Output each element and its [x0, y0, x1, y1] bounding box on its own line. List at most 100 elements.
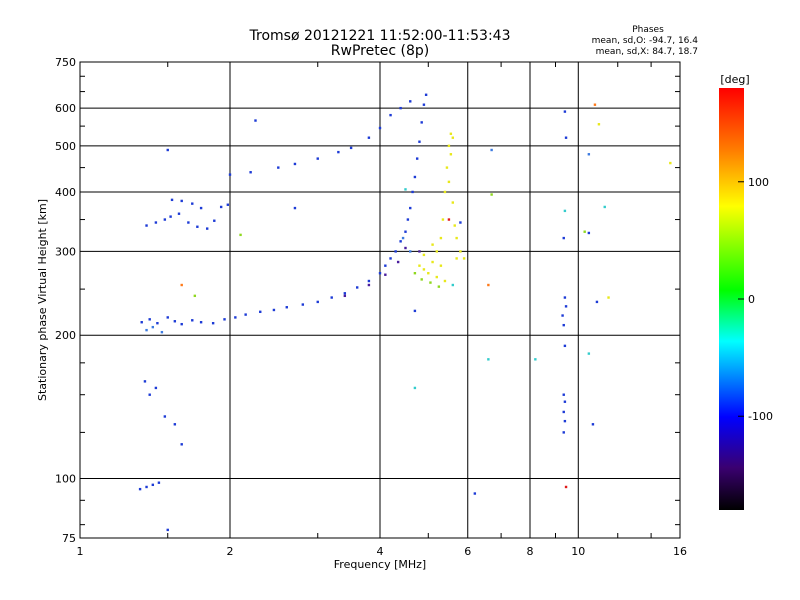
data-point [355, 286, 359, 289]
data-point [166, 528, 169, 532]
data-point [367, 283, 371, 287]
data-point [413, 272, 417, 275]
data-point [443, 279, 447, 283]
data-point [490, 148, 493, 152]
data-point [561, 314, 564, 317]
data-point [389, 113, 392, 117]
data-point [591, 423, 595, 426]
data-point [169, 215, 172, 218]
data-point [669, 161, 672, 165]
data-point [562, 431, 565, 434]
data-point [166, 316, 169, 319]
data-point [173, 423, 177, 426]
data-point [459, 250, 462, 253]
data-point [404, 188, 407, 191]
data-point [254, 119, 257, 122]
data-point [330, 296, 333, 299]
data-point [272, 308, 276, 312]
data-point [564, 305, 568, 308]
data-point [193, 294, 197, 298]
data-point [451, 201, 455, 204]
phase-header: Phases [632, 25, 664, 35]
data-point [420, 278, 423, 281]
data-point [420, 121, 423, 124]
data-point [418, 250, 421, 253]
data-point [234, 316, 237, 319]
data-point [163, 218, 167, 221]
data-point [406, 218, 410, 221]
data-point [409, 100, 412, 103]
data-point [367, 279, 371, 283]
data-point [187, 221, 190, 224]
data-point [145, 485, 148, 489]
data-point [145, 328, 148, 332]
data-point [564, 136, 568, 139]
data-point [180, 283, 183, 287]
data-point [427, 272, 430, 275]
x-axis-label: Frequency [MHz] [334, 558, 426, 571]
grid-lines [80, 62, 680, 538]
data-point [409, 250, 412, 253]
data-point [431, 243, 434, 246]
data-point [148, 318, 151, 321]
data-point [595, 300, 599, 304]
phase-o-stats: mean, sd,O: -94.7, 16.4 [592, 36, 699, 46]
data-point [443, 190, 447, 194]
data-point [597, 123, 601, 126]
data-point [563, 400, 567, 403]
data-point [563, 419, 567, 423]
data-point [180, 322, 183, 326]
data-point [378, 272, 382, 275]
data-point [563, 209, 567, 213]
plot-frame [79, 61, 681, 539]
data-point [449, 153, 453, 156]
data-point [455, 257, 458, 260]
data-point [534, 358, 537, 361]
data-point [455, 236, 458, 240]
data-point [439, 236, 443, 240]
data-point [487, 358, 490, 361]
data-point [223, 318, 226, 321]
data-point [399, 240, 402, 243]
data-point [411, 190, 414, 194]
data-point [587, 352, 591, 355]
data-point [160, 330, 164, 334]
x-tick-labels: 1 2 4 6 8 10 16 [77, 545, 688, 558]
data-point [199, 321, 203, 324]
data-point [219, 205, 223, 209]
data-point [191, 319, 194, 322]
colorbar-ticks: 100 0 -100 [738, 176, 773, 423]
data-point [441, 218, 445, 221]
data-point [439, 264, 443, 267]
data-point [211, 321, 215, 325]
data-point [422, 268, 426, 271]
data-point [563, 110, 567, 113]
data-point [583, 230, 586, 233]
data-point [418, 140, 421, 143]
data-point [244, 313, 247, 316]
data-point [156, 321, 159, 325]
data-point [429, 281, 432, 284]
data-point [490, 193, 493, 196]
data-point [199, 206, 203, 210]
data-point [435, 250, 438, 253]
y-tick-label: 500 [55, 140, 76, 153]
data-point [145, 224, 148, 227]
data-point [415, 157, 419, 160]
data-point [154, 386, 158, 390]
x-tick-label: 8 [527, 545, 534, 558]
data-point [367, 136, 371, 139]
data-point [301, 303, 305, 306]
data-point [343, 292, 347, 295]
data-point [562, 323, 565, 327]
y-axis-label: Stationary phase Virtual Height [km] [36, 199, 49, 401]
data-point [259, 310, 262, 314]
data-point [163, 415, 167, 418]
data-point [239, 233, 242, 237]
data-point [228, 173, 232, 176]
data-point [170, 198, 174, 202]
x-tick-label: 2 [227, 545, 234, 558]
data-point [384, 273, 387, 276]
data-point [562, 236, 565, 240]
data-point [459, 221, 462, 224]
